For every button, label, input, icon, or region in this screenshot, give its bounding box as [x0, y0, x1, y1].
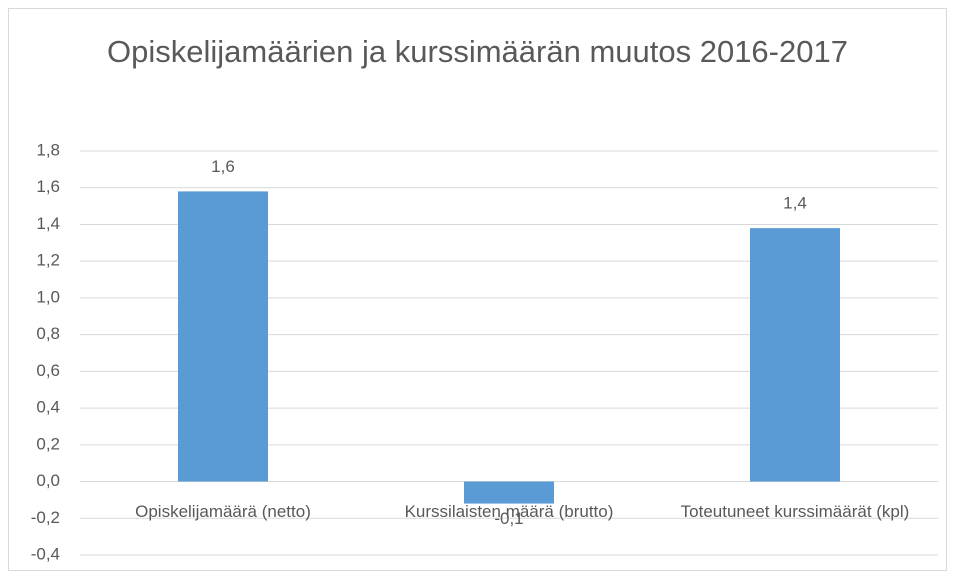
y-tick-label: 1,8	[36, 140, 60, 159]
y-tick-label: 1,6	[36, 177, 60, 196]
y-tick-label: 1,2	[36, 251, 60, 270]
x-tick-label: Kurssilaisten määrä (brutto)	[404, 501, 614, 521]
bar	[464, 481, 554, 504]
y-tick-label: 0,4	[36, 398, 60, 417]
y-tick-label: 0,6	[36, 361, 60, 380]
x-tick-label: Opiskelijamäärä (netto)	[135, 501, 311, 521]
data-label: 1,4	[783, 194, 807, 213]
data-label: 1,6	[211, 157, 235, 176]
y-tick-label: 0,8	[36, 324, 60, 343]
y-tick-label: 0,2	[36, 434, 60, 453]
bar	[750, 228, 840, 482]
y-tick-label: 1,4	[36, 214, 60, 233]
chart-title: Opiskelijamäärien ja kurssimäärän muutos…	[107, 34, 848, 69]
x-tick-label: Toteutuneet kurssimäärät (kpl)	[680, 501, 910, 521]
y-tick-label: -0,4	[31, 544, 60, 563]
y-tick-label: 0,0	[36, 471, 60, 490]
y-tick-label: -0,2	[31, 508, 60, 527]
data-label: -0,1	[494, 509, 523, 528]
bar	[178, 191, 268, 482]
y-tick-label: 1,0	[36, 287, 60, 306]
